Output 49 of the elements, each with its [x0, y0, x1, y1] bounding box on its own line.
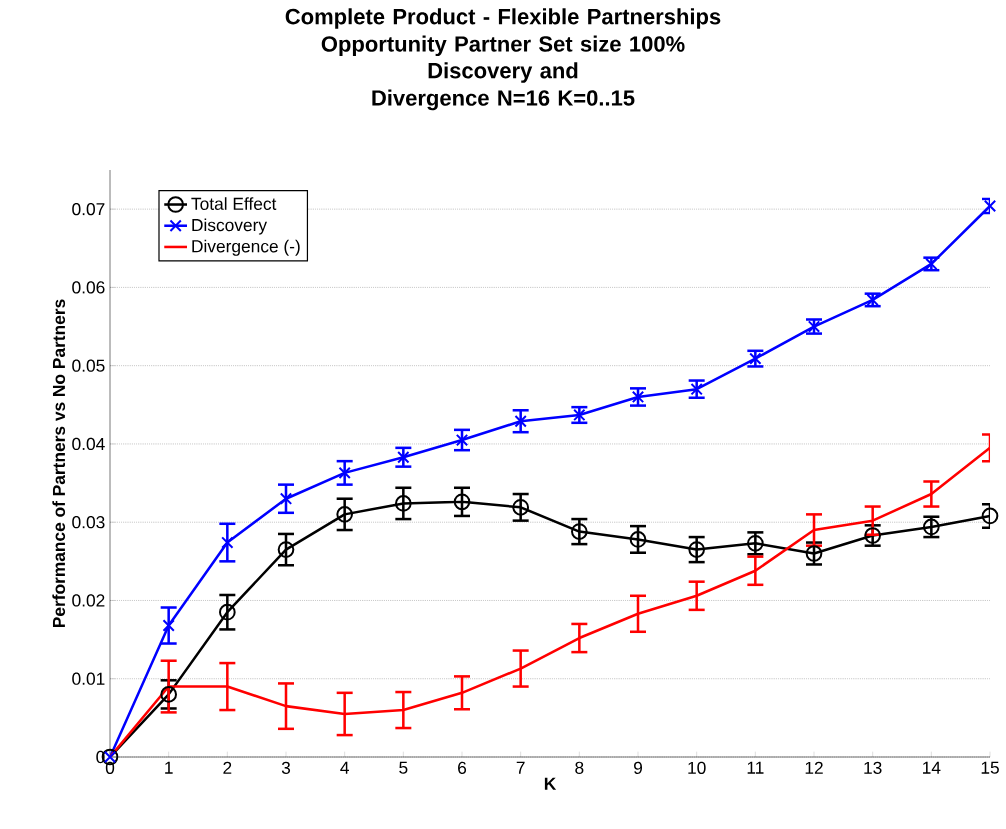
x-tick-label: 4: [340, 761, 349, 774]
point: [514, 415, 527, 428]
x-tick-label: 12: [805, 761, 823, 774]
x-tick-label: 5: [399, 761, 408, 774]
y-tick-label: 0.01: [72, 672, 105, 685]
x-tick-label: 11: [747, 761, 764, 774]
point: [397, 451, 410, 464]
legend-label: Discovery: [192, 218, 267, 235]
y-tick-label: 0.04: [72, 437, 105, 451]
y-tick-label: 0.05: [72, 359, 105, 372]
point: [453, 493, 471, 511]
point: [571, 523, 588, 540]
x-tick-label: 8: [575, 761, 584, 774]
x-axis-title: K: [544, 777, 557, 790]
legend-label: Divergence (-): [192, 239, 300, 256]
chart-subtitle: Discovery and Divergence N=16 K=0..15: [372, 62, 635, 111]
y-tick-label: 0.06: [72, 281, 105, 294]
x-tick-label: 3: [281, 761, 291, 774]
y-tick-label: 0.03: [72, 516, 105, 529]
point: [277, 541, 295, 558]
x-tick-label: 2: [223, 761, 232, 774]
point: [162, 619, 175, 632]
point: [160, 686, 177, 703]
y-tick-label: 0.02: [72, 594, 105, 607]
point: [629, 531, 647, 548]
point: [688, 541, 706, 558]
point: [747, 535, 764, 552]
point: [455, 433, 469, 447]
x-tick-label: 9: [634, 761, 643, 774]
point: [221, 536, 234, 549]
point: [690, 382, 703, 396]
x-tick-label: 7: [516, 761, 525, 774]
legend-label: Total Effect: [191, 197, 277, 210]
point: [336, 506, 353, 523]
point: [395, 495, 412, 512]
point: [512, 499, 529, 516]
y-tick-label: 0.07: [72, 203, 105, 216]
point: [338, 466, 351, 480]
x-tick-label: 10: [688, 761, 706, 774]
x-tick-label: 6: [458, 761, 467, 774]
x-tick-label: 14: [923, 761, 941, 774]
x-tick-label: 0: [105, 761, 115, 774]
x-tick-label: 13: [864, 761, 882, 774]
y-axis-title: Performance of Partners vs No Partners: [52, 299, 66, 628]
point: [219, 603, 236, 621]
x-tick-label: 1: [165, 761, 173, 774]
chart-title: Complete Product - Flexible Partnerships Opportunity Partner Set size 100%: [285, 8, 721, 57]
x-tick-label: 15: [981, 761, 999, 774]
point: [279, 492, 293, 505]
